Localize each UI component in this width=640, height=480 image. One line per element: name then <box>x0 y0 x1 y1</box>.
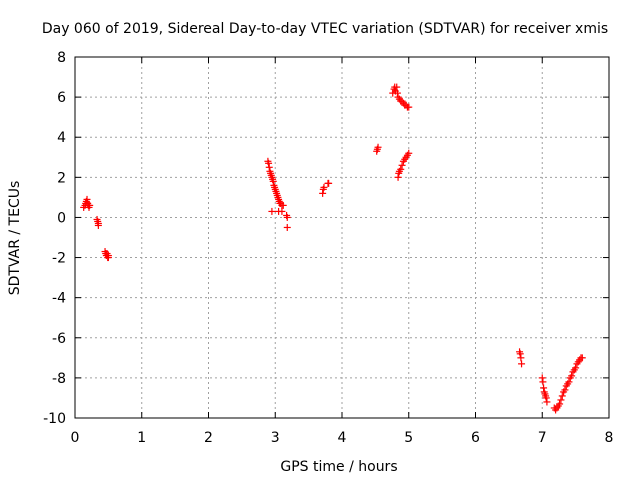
x-tick-label: 1 <box>137 430 146 446</box>
data-point <box>320 183 328 191</box>
data-point <box>572 364 580 372</box>
y-tick-label: 8 <box>57 50 66 66</box>
data-point <box>538 374 546 382</box>
data-point <box>516 350 524 358</box>
y-tick-label: 2 <box>57 170 66 186</box>
data-point <box>558 392 566 400</box>
data-point <box>568 372 576 380</box>
y-tick-label: -4 <box>52 291 66 307</box>
x-axis-label: GPS time / hours <box>280 459 397 475</box>
data-point <box>86 201 94 209</box>
data-point <box>283 213 291 221</box>
data-point <box>540 384 548 392</box>
x-tick-label: 2 <box>204 430 213 446</box>
grid-lines <box>75 57 609 418</box>
data-point <box>405 103 413 111</box>
data-point <box>265 163 273 171</box>
data-point <box>543 398 551 406</box>
y-axis: -10 -8 -6 -4 -2 0 2 4 6 8 <box>43 50 609 427</box>
x-axis: 0 1 2 3 4 5 6 7 8 <box>71 57 614 446</box>
data-point <box>517 354 525 362</box>
data-point <box>104 254 112 262</box>
data-point <box>265 159 273 167</box>
x-tick-label: 8 <box>605 430 614 446</box>
y-tick-label: -6 <box>52 331 66 347</box>
y-tick-label: 6 <box>57 90 66 106</box>
x-tick-label: 3 <box>271 430 280 446</box>
x-tick-label: 0 <box>71 430 80 446</box>
data-point <box>268 207 276 215</box>
data-point <box>94 221 102 229</box>
y-tick-label: -8 <box>52 371 66 387</box>
data-point <box>542 394 550 402</box>
x-tick-label: 7 <box>538 430 547 446</box>
data-point <box>393 89 401 97</box>
data-point <box>556 400 564 408</box>
data-point <box>397 165 405 173</box>
data-point <box>557 396 565 404</box>
y-axis-label: SDTVAR / TECUs <box>7 181 23 296</box>
data-points <box>80 83 586 414</box>
data-point <box>561 386 569 394</box>
y-tick-label: -2 <box>52 251 66 267</box>
data-point <box>565 378 573 386</box>
data-point <box>325 179 333 187</box>
data-point <box>278 207 286 215</box>
data-point <box>374 143 382 151</box>
data-point <box>319 189 327 197</box>
x-tick-label: 6 <box>471 430 480 446</box>
y-tick-label: 0 <box>57 210 66 226</box>
x-tick-label: 4 <box>338 430 347 446</box>
y-tick-label: 4 <box>57 130 66 146</box>
data-point <box>269 177 277 185</box>
chart-title: Day 060 of 2019, Sidereal Day-to-day VTE… <box>42 21 608 37</box>
data-point <box>398 161 406 169</box>
data-point <box>83 195 91 203</box>
y-tick-label: -10 <box>43 411 66 427</box>
data-point <box>518 360 526 368</box>
data-point <box>283 223 291 231</box>
data-point <box>394 173 402 181</box>
data-point <box>539 378 547 386</box>
data-point <box>279 201 287 209</box>
data-point <box>405 149 413 157</box>
x-tick-label: 5 <box>404 430 413 446</box>
data-point <box>393 83 401 91</box>
data-point <box>578 354 586 362</box>
